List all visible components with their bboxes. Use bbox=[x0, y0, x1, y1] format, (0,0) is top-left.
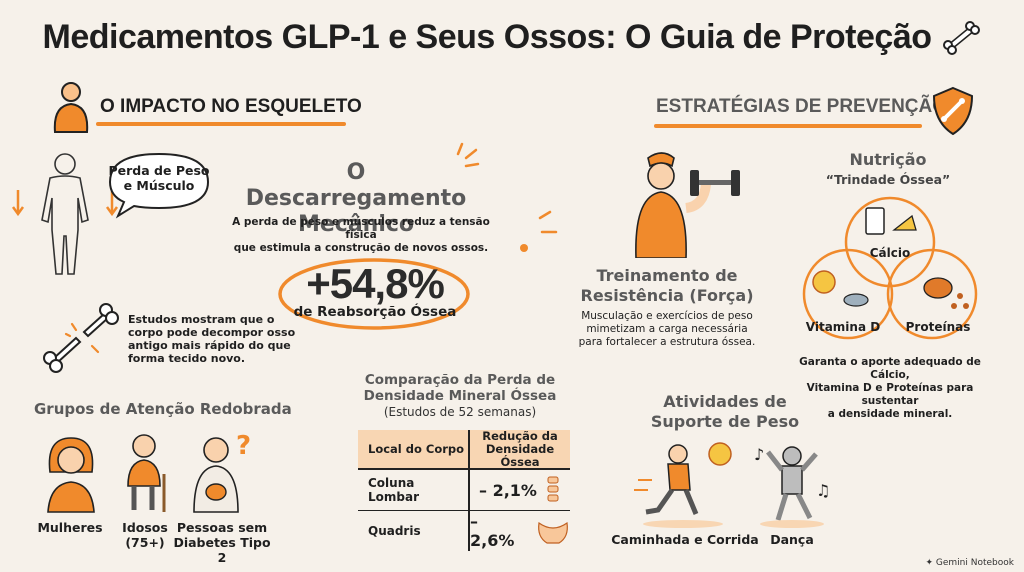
impact-underline bbox=[96, 122, 346, 126]
nutrition-desc-line-1: Garanta o aporte adequado de Cálcio, bbox=[799, 356, 981, 381]
prevention-section-title: ESTRATÉGIAS DE PREVENÇÃO bbox=[656, 96, 948, 117]
studies-line-1: Estudos mostram que o bbox=[128, 313, 275, 326]
studies-line-4: forma tecido novo. bbox=[128, 352, 246, 365]
page-title: Medicamentos GLP-1 e Seus Ossos: O Guia … bbox=[42, 18, 933, 56]
comparison-title-line-2: Densidade Mineral Óssea bbox=[363, 388, 557, 404]
comparison-row: Coluna Lombar – 2,1% bbox=[358, 470, 570, 511]
footer-brand-text: Gemini Notebook bbox=[935, 558, 1014, 568]
mechanical-desc-line-1: A perda de peso e músculos reduz a tensã… bbox=[232, 216, 490, 241]
venn-label-protein: Proteínas bbox=[905, 320, 971, 334]
speech-line-2: e Músculo bbox=[123, 178, 195, 193]
training-desc-line-1: Musculação e exercícios de peso bbox=[581, 310, 753, 322]
stat-value: +54,8% bbox=[306, 260, 445, 307]
sparkle-icon-2 bbox=[520, 210, 558, 252]
group-label-diabetes: Pessoas sem Diabetes Tipo 2 bbox=[168, 520, 276, 565]
comparison-row-site: Quadris bbox=[368, 524, 421, 538]
venn-diagram bbox=[802, 196, 978, 340]
broken-bone-icon bbox=[43, 303, 119, 373]
group-label-women-text: Mulheres bbox=[37, 520, 103, 535]
stat-ellipse bbox=[278, 258, 470, 330]
training-title-line-2: Resistência (Força) bbox=[580, 286, 754, 305]
sparkle-icon bbox=[456, 142, 480, 168]
sparkle-star-icon: ✦ bbox=[925, 558, 934, 568]
speech-line-1: Perda de Peso bbox=[108, 163, 210, 178]
svg-text:♫: ♫ bbox=[816, 481, 830, 500]
page-title-block: Medicamentos GLP-1 e Seus Ossos: O Guia … bbox=[0, 18, 1024, 57]
elderly-icon bbox=[127, 434, 166, 512]
weightlifter-icon bbox=[635, 152, 740, 258]
stat-label: de Reabsorção Óssea bbox=[293, 304, 457, 320]
group-label-diabetes-line-1: Pessoas sem bbox=[176, 520, 268, 535]
training-desc-line-3: para fortalecer a estrutura óssea. bbox=[578, 336, 756, 348]
activities-title: Atividades de Suporte de Peso bbox=[640, 392, 810, 432]
group-label-elderly-line-2: (75+) bbox=[125, 535, 165, 550]
comparison-col2-line-1: Redução da bbox=[482, 428, 558, 443]
footer-brand: ✦ Gemini Notebook bbox=[925, 558, 1014, 568]
bone-icon bbox=[942, 20, 980, 55]
groups-title: Grupos de Atenção Redobrada bbox=[34, 400, 292, 418]
studies-line-2: corpo pode decompor osso bbox=[128, 326, 296, 339]
nutrition-title: Nutrição bbox=[849, 150, 927, 169]
venn-label-calcium: Cálcio bbox=[869, 246, 911, 260]
mechanical-title-line-2: Mecânico bbox=[297, 212, 415, 237]
activity-label-running: Caminhada e Corrida bbox=[611, 532, 759, 547]
activities-title-line-1: Atividades de bbox=[663, 392, 787, 411]
spine-icon bbox=[547, 476, 559, 502]
studies-text: Estudos mostram que o corpo pode decompo… bbox=[128, 313, 298, 365]
comparison-header: Local do Corpo Redução da Densidade Ósse… bbox=[358, 428, 570, 470]
comparison-col1: Local do Corpo bbox=[368, 442, 465, 456]
speech-bubble bbox=[108, 152, 210, 219]
mechanical-title-line-1: O Descarregamento bbox=[245, 160, 467, 211]
shield-bone-icon bbox=[932, 86, 974, 136]
svg-text:?: ? bbox=[236, 431, 251, 461]
group-label-women: Mulheres bbox=[30, 520, 110, 535]
nutrition-desc-line-2: Vitamina D e Proteínas para sustentar bbox=[806, 382, 974, 407]
mechanical-title: O Descarregamento Mecânico bbox=[236, 160, 476, 238]
training-desc: Musculação e exercícios de peso mimetiza… bbox=[572, 310, 762, 349]
prevention-underline bbox=[654, 124, 922, 128]
comparison-title: Comparação da Perda de Densidade Mineral… bbox=[352, 372, 568, 420]
group-label-diabetes-line-2: Diabetes Tipo 2 bbox=[173, 535, 271, 565]
comparison-col2-line-2: Densidade Óssea bbox=[485, 441, 555, 469]
group-label-elderly-line-1: Idosos bbox=[122, 520, 168, 535]
comparison-table: Local do Corpo Redução da Densidade Ósse… bbox=[358, 428, 570, 551]
comparison-row-value: – 2,6% bbox=[470, 512, 515, 550]
studies-line-3: antigo mais rápido do que bbox=[128, 339, 291, 352]
comparison-row: Quadris – 2,6% bbox=[358, 511, 570, 551]
dancer-icon: ♪♫ bbox=[754, 445, 830, 528]
nutrition-desc-line-3: a densidade mineral. bbox=[827, 408, 953, 420]
mechanical-desc-line-2: que estimula a construção de novos ossos… bbox=[233, 242, 489, 254]
training-title: Treinamento de Resistência (Força) bbox=[572, 266, 762, 306]
comparison-title-line-1: Comparação da Perda de bbox=[364, 372, 556, 388]
mechanical-desc: A perda de peso e músculos reduz a tensã… bbox=[222, 216, 500, 255]
person-orange-icon bbox=[53, 82, 89, 133]
training-desc-line-2: mimetizam a carga necessária bbox=[586, 323, 748, 335]
body-outline-icon bbox=[11, 153, 119, 275]
group-label-elderly: Idosos (75+) bbox=[110, 520, 180, 550]
venn-label-vitamin-d: Vitamina D bbox=[805, 320, 881, 334]
nutrition-desc: Garanta o aporte adequado de Cálcio, Vit… bbox=[780, 356, 1000, 421]
comparison-row-site: Coluna Lombar bbox=[368, 476, 419, 504]
activity-label-dance: Dança bbox=[770, 532, 814, 547]
runner-icon bbox=[634, 442, 732, 528]
pelvis-icon bbox=[537, 521, 568, 544]
comparison-row-value: – 2,1% bbox=[479, 480, 537, 500]
activities-title-line-2: Suporte de Peso bbox=[650, 412, 800, 431]
comparison-col2: Redução da Densidade Óssea bbox=[470, 428, 570, 469]
svg-text:♪: ♪ bbox=[754, 445, 764, 464]
nutrition-subtitle: “Trindade Óssea” bbox=[825, 172, 951, 187]
woman-icon bbox=[47, 437, 95, 513]
training-title-line-1: Treinamento de bbox=[596, 266, 738, 285]
person-stomach-icon: ? bbox=[193, 431, 251, 513]
impact-section-title: O IMPACTO NO ESQUELETO bbox=[100, 96, 362, 117]
speech-text: Perda de Peso e Músculo bbox=[108, 163, 210, 193]
comparison-subtitle: (Estudos de 52 semanas) bbox=[383, 405, 537, 419]
